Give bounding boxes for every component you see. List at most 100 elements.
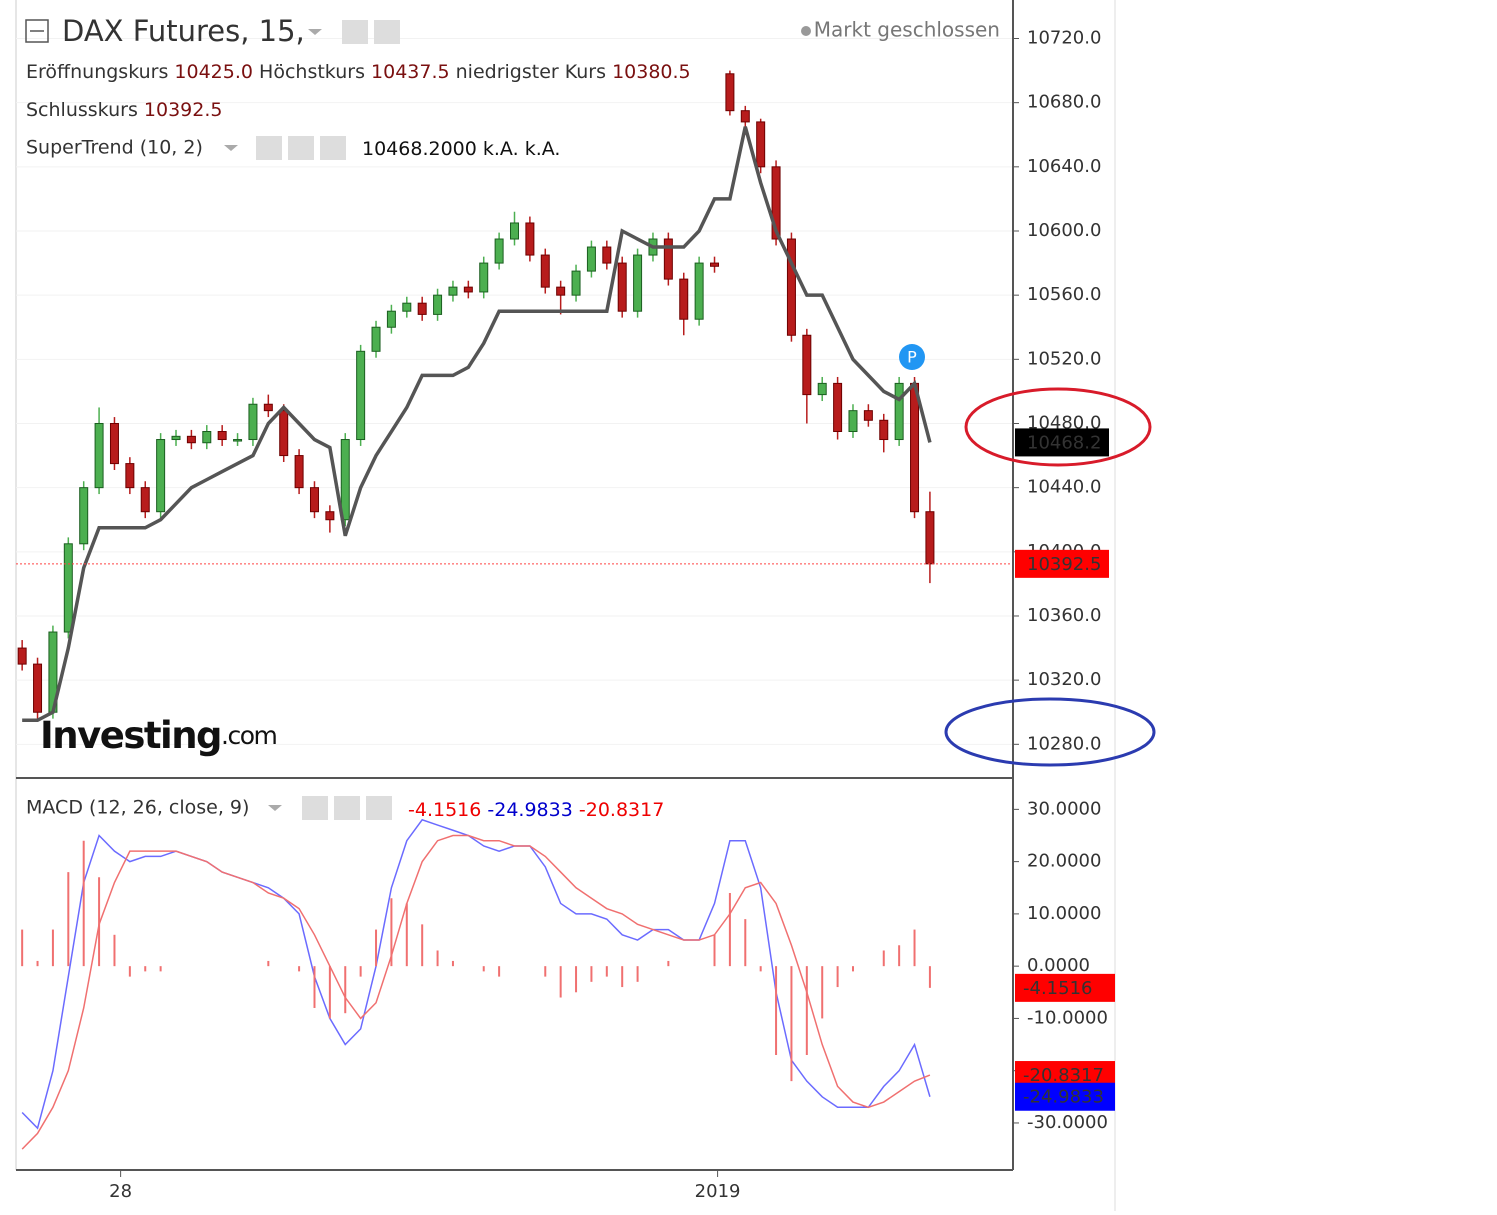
- value-box: [1015, 1082, 1115, 1111]
- candle-body: [617, 262, 627, 312]
- annotation-ellipse: [964, 387, 1152, 467]
- remove-button[interactable]: [366, 796, 392, 820]
- last-price-label: 10392.5: [1027, 554, 1101, 575]
- macd-title: MACD (12, 26, close, 9): [26, 797, 249, 819]
- candle-body: [910, 382, 920, 513]
- candle-body: [371, 326, 381, 352]
- ohlc-legend: Eröffnungskurs 10425.0 Höchstkurs 10437.…: [26, 61, 691, 83]
- y-tick-label: -10.0000: [1027, 1007, 1108, 1028]
- candle-body: [279, 410, 289, 457]
- last-price-box: [1015, 549, 1109, 578]
- open-label: Eröffnungskurs: [26, 61, 168, 83]
- y-tick-label: 10640.0: [1027, 156, 1101, 177]
- logo-main: Investing: [40, 714, 221, 757]
- high-label: Höchstkurs: [259, 61, 365, 83]
- candle-body: [817, 382, 827, 396]
- open-value: 10425.0: [174, 61, 253, 83]
- candle-body: [802, 334, 812, 396]
- candle-body: [833, 382, 843, 433]
- candle-body: [63, 543, 73, 633]
- candle-body: [602, 246, 612, 264]
- candle-body: [556, 286, 566, 296]
- dropdown-arrow[interactable]: [308, 29, 322, 35]
- candle-body: [863, 410, 873, 421]
- settings-button[interactable]: [374, 20, 400, 44]
- candle-body: [540, 254, 550, 288]
- macd-line: [21, 834, 931, 1150]
- candle-body: [94, 422, 104, 489]
- plot-layer: [16, 37, 1013, 1150]
- eye-button[interactable]: [256, 136, 282, 160]
- candle-body: [771, 166, 781, 240]
- macd-readout: -4.1516 -24.9833 -20.8317: [408, 799, 664, 821]
- y-tick-label: 10360.0: [1027, 605, 1101, 626]
- eye-button[interactable]: [342, 20, 368, 44]
- collapse-button[interactable]: [25, 19, 49, 43]
- candle-body: [294, 455, 304, 489]
- signal-value: -20.8317: [579, 799, 664, 821]
- candle-body: [463, 286, 473, 293]
- candle-body: [756, 121, 766, 168]
- y-tick-label: 10440.0: [1027, 477, 1101, 498]
- y-tick-label: 20.0000: [1027, 851, 1101, 872]
- marker-badge[interactable]: [899, 344, 925, 370]
- y-tick-label: 10680.0: [1027, 92, 1101, 113]
- candle-body: [925, 511, 935, 565]
- candle-body: [879, 419, 889, 441]
- high-value: 10437.5: [371, 61, 450, 83]
- candle-body: [109, 422, 119, 465]
- candle-body: [894, 382, 904, 441]
- candle-body: [79, 487, 89, 545]
- y-tick-label: 10720.0: [1027, 27, 1101, 48]
- chart-title: DAX Futures, 15,: [62, 14, 305, 48]
- eye-button[interactable]: [302, 796, 328, 820]
- candle-body: [479, 262, 489, 293]
- candle-body: [494, 238, 504, 264]
- settings-button[interactable]: [288, 136, 314, 160]
- market-status: Markt geschlossen: [814, 18, 1000, 42]
- candle-body: [356, 350, 366, 441]
- candle-body: [156, 439, 166, 513]
- candle-body: [125, 463, 135, 489]
- candle-body: [171, 435, 181, 441]
- logo: Investing.com: [40, 714, 277, 757]
- supertrend-readout: 10468.2000 k.A. k.A.: [362, 138, 560, 160]
- supertrend-box: [1015, 428, 1109, 457]
- x-tick-label: 2019: [695, 1181, 741, 1202]
- y-tick-label: 0.0000: [1027, 955, 1090, 976]
- candle-body: [309, 487, 319, 513]
- close-legend: Schlusskurs 10392.5: [26, 99, 222, 121]
- supertrend-line: [22, 126, 932, 723]
- y-tick-label: 10560.0: [1027, 284, 1101, 305]
- macd-line: [21, 818, 931, 1130]
- candle-body: [510, 222, 519, 240]
- histogram-value: -4.1516: [408, 799, 481, 821]
- candle-body: [786, 238, 796, 336]
- candle-body: [186, 435, 196, 444]
- candle-body: [571, 270, 581, 296]
- y-tick-label: 10480.0: [1027, 412, 1101, 433]
- dropdown-arrow[interactable]: [268, 805, 282, 811]
- value-box: [1015, 973, 1115, 1002]
- candle-body: [248, 403, 258, 441]
- remove-button[interactable]: [320, 136, 346, 160]
- candle-body: [17, 647, 27, 665]
- macd-value: -24.9833: [487, 799, 572, 821]
- candle-body: [848, 410, 858, 433]
- candle-body: [663, 238, 673, 280]
- close-value: 10392.5: [144, 99, 223, 121]
- candle-body: [217, 431, 227, 441]
- candle-body: [386, 310, 396, 328]
- candle-body: [725, 73, 735, 112]
- candle-body: [263, 403, 273, 412]
- settings-button[interactable]: [334, 796, 360, 820]
- candle-body: [233, 439, 243, 442]
- close-label: Schlusskurs: [26, 99, 138, 121]
- supertrend-title: SuperTrend (10, 2): [26, 137, 203, 159]
- supertrend-label: 10468.2: [1027, 432, 1101, 453]
- dropdown-arrow[interactable]: [224, 145, 238, 151]
- candle-body: [202, 431, 212, 444]
- y-tick-label: 10520.0: [1027, 348, 1101, 369]
- y-tick-label: 30.0000: [1027, 798, 1101, 819]
